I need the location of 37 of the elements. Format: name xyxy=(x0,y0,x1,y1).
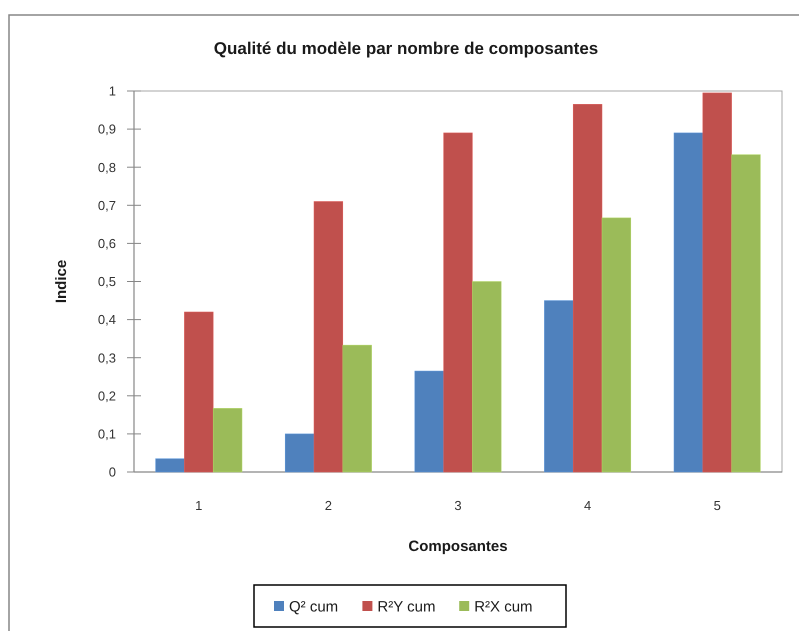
bar xyxy=(572,104,602,472)
x-tick-label: 2 xyxy=(324,498,332,513)
x-tick-label: 5 xyxy=(714,498,721,513)
bar xyxy=(284,434,314,472)
legend-label: R²X cum xyxy=(474,598,533,616)
bar xyxy=(342,344,372,472)
bar xyxy=(443,132,473,472)
x-tick-label: 1 xyxy=(195,498,202,513)
y-tick-label: 0,3 xyxy=(98,350,116,366)
bar xyxy=(212,408,242,472)
chart-title: Qualité du modèle par nombre de composantes xyxy=(214,39,598,58)
x-tick-label: 4 xyxy=(584,498,592,513)
y-axis-title: Indice xyxy=(53,260,70,304)
bar xyxy=(602,218,632,472)
bar xyxy=(314,201,344,472)
y-tick-label: 0 xyxy=(108,464,116,480)
bar xyxy=(544,300,574,472)
x-axis-title: Composantes xyxy=(408,538,508,555)
y-tick-label: 0,6 xyxy=(98,236,116,251)
bar xyxy=(472,281,502,472)
y-tick-label: 0,9 xyxy=(98,122,116,137)
y-tick-label: 0,2 xyxy=(98,388,116,404)
bar xyxy=(155,458,185,472)
legend-label: Q² cum xyxy=(289,598,338,616)
x-tick-label: 3 xyxy=(454,498,462,513)
legend-label: R²Y cum xyxy=(377,598,436,616)
y-tick-label: 1 xyxy=(108,84,116,99)
bar xyxy=(702,92,732,472)
y-tick-label: 0,8 xyxy=(98,160,116,175)
bar xyxy=(731,154,761,472)
bar xyxy=(184,312,214,472)
y-tick-label: 0,5 xyxy=(98,274,116,290)
bar xyxy=(674,132,704,472)
y-tick-label: 0,7 xyxy=(98,198,116,213)
y-tick-label: 0,1 xyxy=(98,426,116,442)
bar xyxy=(414,370,444,472)
y-tick-label: 0,4 xyxy=(98,312,116,328)
